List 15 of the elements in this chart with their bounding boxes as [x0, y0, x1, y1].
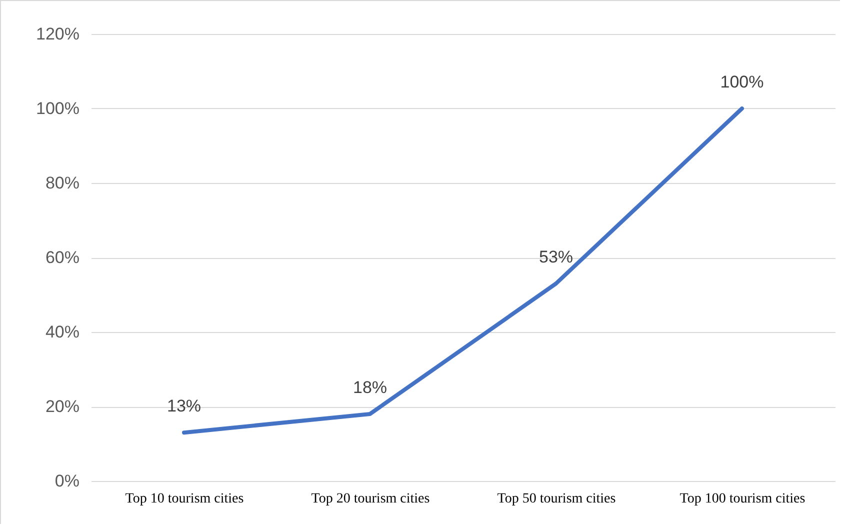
- y-tick-label: 100%: [36, 99, 80, 118]
- x-tick-label: Top 10 tourism cities: [125, 492, 244, 506]
- x-tick-label: Top 20 tourism cities: [311, 492, 430, 506]
- y-tick-label: 0%: [54, 472, 80, 490]
- y-tick-label: 120%: [36, 24, 80, 44]
- y-tick-label: 60%: [45, 248, 80, 267]
- data-label: 53%: [538, 248, 574, 267]
- y-tick-label: 20%: [45, 397, 80, 416]
- y-tick-label: 40%: [45, 322, 80, 342]
- y-tick-label: 80%: [45, 174, 80, 192]
- data-label: 18%: [352, 378, 388, 397]
- x-tick-label: Top 50 tourism cities: [497, 492, 616, 506]
- data-label: 13%: [166, 396, 202, 416]
- data-label: 100%: [720, 72, 764, 92]
- x-tick-label: Top 100 tourism cities: [680, 492, 806, 506]
